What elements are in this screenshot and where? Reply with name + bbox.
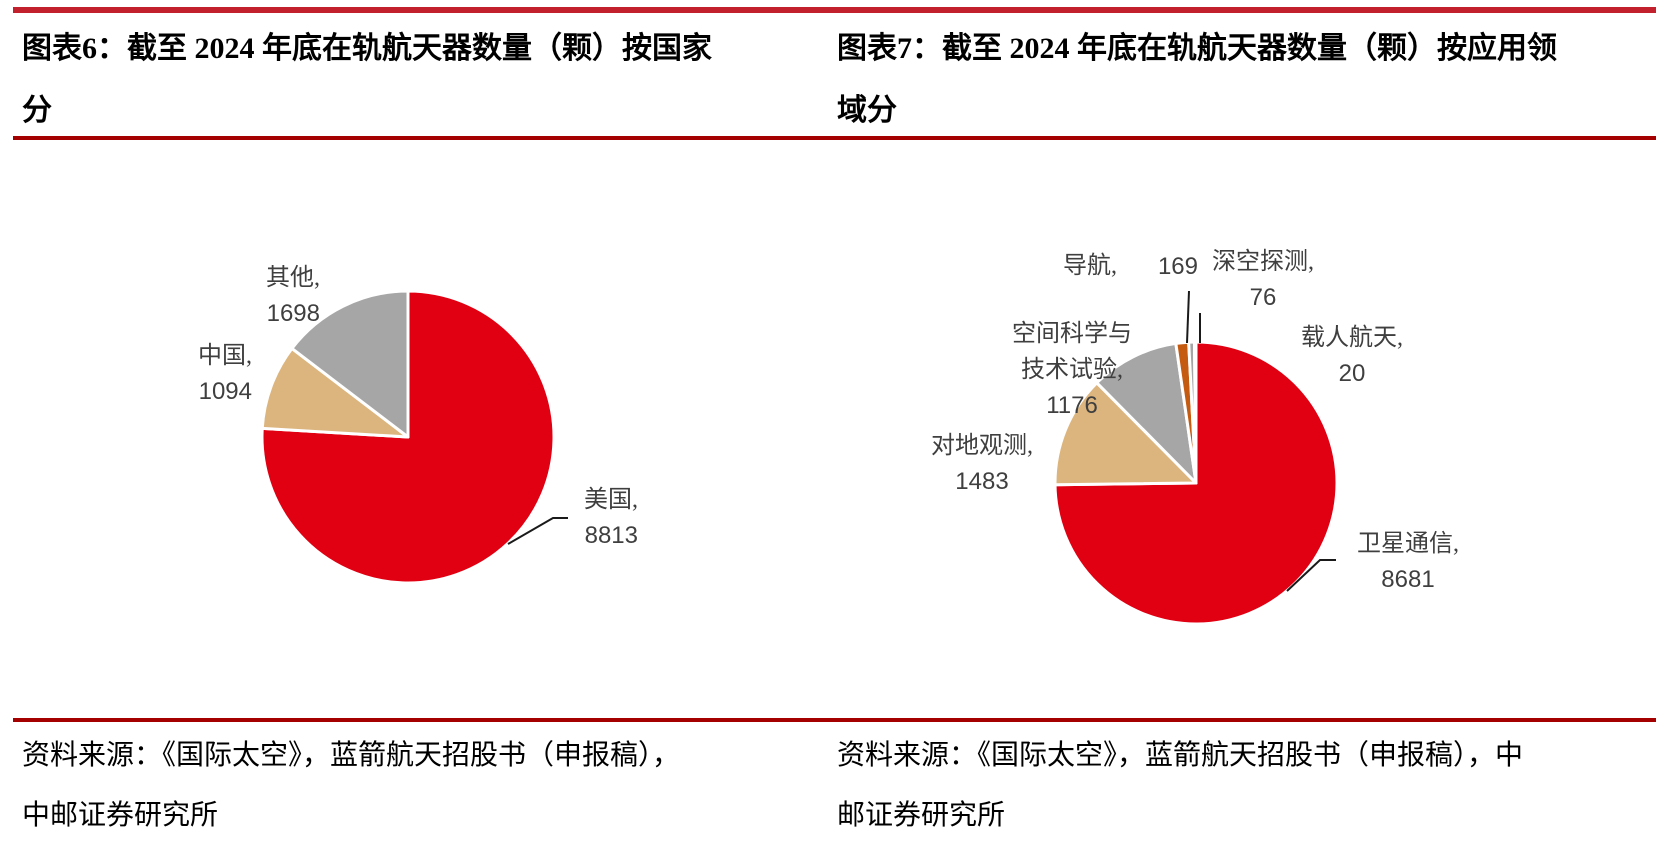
label-satellite-communication: 卫星通信, 8681 bbox=[1338, 526, 1478, 598]
label-deep-space-value: 76 bbox=[1249, 284, 1277, 311]
label-china-value: 1094 bbox=[198, 378, 252, 405]
figure-7-slice-5 bbox=[1192, 340, 1198, 485]
figure7-title-line1: 图表7：截至 2024 年底在轨航天器数量（颗）按应用领 bbox=[837, 32, 1557, 65]
figure-7-slice-1 bbox=[1053, 381, 1198, 487]
figure6-source-line2: 中邮证券研究所 bbox=[22, 800, 219, 831]
label-satellite-communication-name: 卫星通信, bbox=[1357, 531, 1459, 557]
label-navigation: 导航, 169 bbox=[1063, 249, 1198, 284]
label-others-name: 其他, bbox=[266, 265, 320, 291]
label-deep-space: 深空探测, 76 bbox=[1197, 245, 1329, 315]
label-others-value: 1698 bbox=[266, 300, 320, 327]
label-manned-spaceflight-name: 载人航天, bbox=[1301, 325, 1403, 351]
label-space-science-name-line1: 空间科学与 bbox=[1012, 321, 1132, 347]
figure7-source-line2: 邮证券研究所 bbox=[837, 800, 1006, 831]
label-earth-observation: 对地观测, 1483 bbox=[903, 428, 1061, 500]
label-china-name: 中国, bbox=[198, 343, 252, 369]
label-manned-spaceflight-value: 20 bbox=[1338, 360, 1366, 387]
top-accent-rule bbox=[13, 7, 1656, 13]
label-navigation-value: 169 bbox=[1157, 253, 1198, 280]
figure-6-slice-1 bbox=[260, 346, 410, 439]
figure6-source-line1: 资料来源：《国际太空》，蓝箭航天招股书（申报稿）， bbox=[22, 740, 681, 771]
figure-6-slice-2 bbox=[290, 289, 410, 439]
pie-by-country bbox=[260, 289, 556, 585]
figure-7-slice-2 bbox=[1095, 341, 1198, 485]
figure6-source: 资料来源：《国际太空》，蓝箭航天招股书（申报稿）， 中邮证券研究所 bbox=[22, 726, 792, 846]
figure6-title-line2: 分 bbox=[22, 94, 52, 127]
label-usa-name: 美国, bbox=[584, 487, 638, 513]
label-china: 中国, 1094 bbox=[160, 339, 252, 409]
label-others: 其他, 1698 bbox=[228, 261, 320, 331]
usa-leader-line bbox=[507, 517, 568, 545]
title-separator-rule bbox=[13, 136, 1656, 140]
label-space-science: 空间科学与 技术试验, 1176 bbox=[988, 316, 1156, 424]
figure7-source: 资料来源：《国际太空》，蓝箭航天招股书（申报稿），中 邮证券研究所 bbox=[837, 726, 1647, 846]
figure7-source-line1: 资料来源：《国际太空》，蓝箭航天招股书（申报稿），中 bbox=[837, 740, 1524, 771]
label-deep-space-name: 深空探测, bbox=[1212, 249, 1314, 275]
label-navigation-name: 导航, bbox=[1063, 253, 1117, 279]
label-manned-spaceflight: 载人航天, 20 bbox=[1272, 320, 1432, 392]
label-usa: 美国, 8813 bbox=[542, 483, 638, 553]
label-earth-observation-value: 1483 bbox=[955, 468, 1009, 495]
navigation-leader-line bbox=[1186, 290, 1190, 344]
label-space-science-value: 1176 bbox=[1046, 392, 1098, 419]
pie-by-application bbox=[1053, 340, 1339, 626]
source-separator-rule bbox=[13, 718, 1656, 722]
label-usa-value: 8813 bbox=[584, 522, 638, 549]
figure6-title-line1: 图表6：截至 2024 年底在轨航天器数量（颗）按国家 bbox=[22, 32, 712, 65]
figure7-title-line2: 域分 bbox=[837, 94, 897, 127]
label-earth-observation-name: 对地观测, bbox=[931, 433, 1033, 459]
figure6-title: 图表6：截至 2024 年底在轨航天器数量（颗）按国家 分 bbox=[22, 18, 782, 142]
label-space-science-name-line2: 技术试验, bbox=[1021, 357, 1123, 383]
satcom-leader-line bbox=[1286, 559, 1336, 592]
figure7-title: 图表7：截至 2024 年底在轨航天器数量（颗）按应用领 域分 bbox=[837, 18, 1647, 142]
label-satellite-communication-value: 8681 bbox=[1381, 566, 1435, 593]
